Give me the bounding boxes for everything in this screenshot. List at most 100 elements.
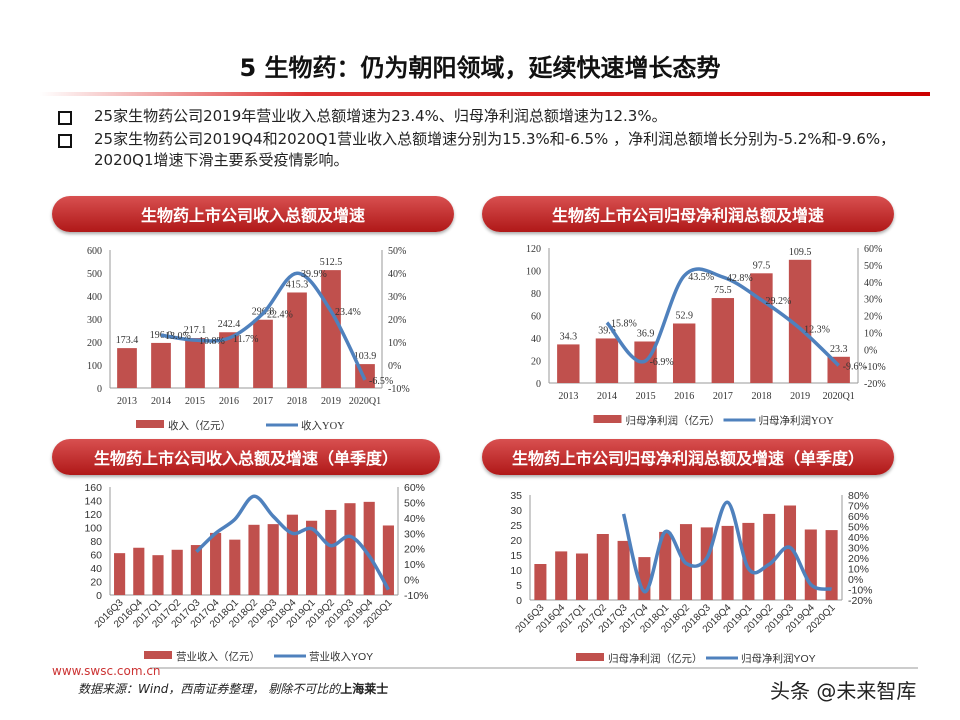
y2-tick-label: -20% (848, 595, 873, 607)
line-data-label: 15.8% (611, 319, 637, 330)
y2-tick-label: 50% (388, 246, 406, 257)
bar (210, 532, 222, 595)
bar (114, 553, 126, 595)
bar (344, 503, 356, 595)
line-data-label: 42.8% (727, 273, 753, 284)
bar (750, 273, 773, 383)
x-tick-label: 2016 (219, 396, 239, 407)
y-tick-label: 0 (516, 595, 522, 607)
bar-data-label: 39.6 (598, 325, 616, 336)
bar-data-label: 52.9 (675, 310, 693, 321)
bar (363, 501, 375, 595)
x-tick-label: 2016 (674, 391, 694, 402)
y-tick-label: 100 (526, 267, 541, 278)
y2-tick-label: 50% (404, 497, 425, 509)
bullet-text: 25家生物药公司2019Q4和2020Q1营业收入总额增速分别为15.3%和-6… (94, 130, 896, 169)
bar-data-label: 173.4 (116, 335, 139, 346)
y-tick-label: 100 (87, 361, 102, 372)
bar (711, 298, 735, 383)
bar (267, 524, 279, 595)
x-tick-label: 2019 (321, 396, 341, 407)
bullet-text: 25家生物药公司2019年营业收入总额增速为23.4%、归母净利润总额增速为12… (94, 107, 667, 125)
y-tick-label: 10 (510, 565, 522, 577)
page-title: 5 生物药：仍为朝阳领域，延续快速增长态势 (239, 54, 721, 82)
bar (595, 338, 619, 383)
y2-tick-label: 30% (388, 292, 406, 303)
x-tick-label: 2017 (253, 396, 273, 407)
y-tick-label: 200 (87, 338, 102, 349)
yoy-line (605, 267, 840, 367)
x-tick-label: 2015 (636, 391, 656, 402)
y2-tick-label: 80% (848, 490, 869, 502)
chart-1-title: 生物药上市公司收入总额及增速 (52, 196, 454, 232)
legend-line-label: 营业收入YOY (309, 650, 373, 663)
legend-bar-label: 归母净利润（亿元） (626, 414, 721, 427)
y2-tick-label: -10% (404, 590, 429, 602)
bar (117, 348, 137, 388)
bar-data-label: 36.9 (637, 328, 655, 339)
x-tick-label: 2018 (287, 396, 307, 407)
y2-tick-label: 10% (848, 564, 869, 576)
bar-data-label: 103.9 (354, 351, 377, 362)
y-tick-label: 20 (90, 577, 102, 589)
line-data-label: -6.9% (650, 357, 674, 368)
y2-tick-label: 20% (388, 315, 406, 326)
line-data-label: 29.2% (765, 296, 791, 307)
bar (248, 524, 260, 595)
y-tick-label: 600 (87, 246, 102, 257)
data-source: 数据来源：Wind，西南证券整理， 剔除不可比的上海莱士 (78, 680, 388, 697)
line-data-label: -6.5% (369, 376, 393, 387)
line-data-label: 12.3% (804, 324, 830, 335)
legend-bar-swatch (136, 420, 164, 428)
bullet-list: 25家生物药公司2019年营业收入总额增速为23.4%、归母净利润总额增速为12… (58, 106, 918, 173)
y-tick-label: 20 (531, 357, 541, 368)
y-tick-label: 15 (510, 550, 522, 562)
bar (151, 342, 171, 388)
x-tick-label: 2019 (790, 391, 810, 402)
bar (700, 527, 713, 600)
site-url: www.swsc.com.cn (52, 664, 161, 678)
y-tick-label: 140 (84, 496, 102, 508)
bar-data-label: 97.5 (753, 260, 771, 271)
bar (638, 557, 651, 600)
y2-tick-label: 30% (848, 543, 869, 555)
y2-tick-label: 30% (864, 295, 882, 306)
legend-bar-swatch (593, 415, 622, 423)
y2-tick-label: 20% (864, 312, 882, 323)
y-tick-label: 120 (84, 509, 102, 521)
y2-tick-label: 10% (404, 559, 425, 571)
bar-data-label: 23.3 (830, 344, 848, 355)
y2-tick-label: 10% (388, 338, 406, 349)
bullet-item: 25家生物药公司2019Q4和2020Q1营业收入总额增速分别为15.3%和-6… (58, 129, 918, 171)
bar-data-label: 217.1 (184, 325, 207, 336)
y-tick-label: 35 (510, 490, 522, 502)
bar (306, 520, 318, 595)
y-tick-label: 0 (536, 379, 541, 390)
y2-tick-label: 10% (864, 328, 882, 339)
bar (286, 514, 298, 595)
y2-tick-label: 40% (404, 513, 425, 525)
legend-bar-label: 营业收入（亿元） (176, 650, 260, 663)
watermark: 头条 @未来智库 (770, 679, 917, 703)
bar (804, 529, 817, 600)
y-tick-label: 400 (87, 292, 102, 303)
y-tick-label: 0 (97, 384, 102, 395)
bar (672, 323, 696, 383)
bar (190, 545, 202, 595)
legend-bar-swatch (576, 653, 604, 661)
bar (133, 547, 145, 595)
bar (783, 505, 797, 600)
bar (557, 344, 580, 383)
yoy-line (195, 494, 390, 591)
y-tick-label: 25 (510, 520, 522, 532)
y-tick-label: 5 (516, 580, 522, 592)
bar (742, 522, 755, 600)
bar (185, 338, 205, 388)
y2-tick-label: 40% (864, 278, 882, 289)
bar-data-label: 34.3 (560, 331, 578, 342)
line-data-label: -9.6% (843, 361, 867, 372)
title-divider (40, 92, 930, 96)
y2-tick-label: 60% (864, 244, 882, 255)
y-tick-label: 500 (87, 269, 102, 280)
bar (171, 549, 183, 595)
